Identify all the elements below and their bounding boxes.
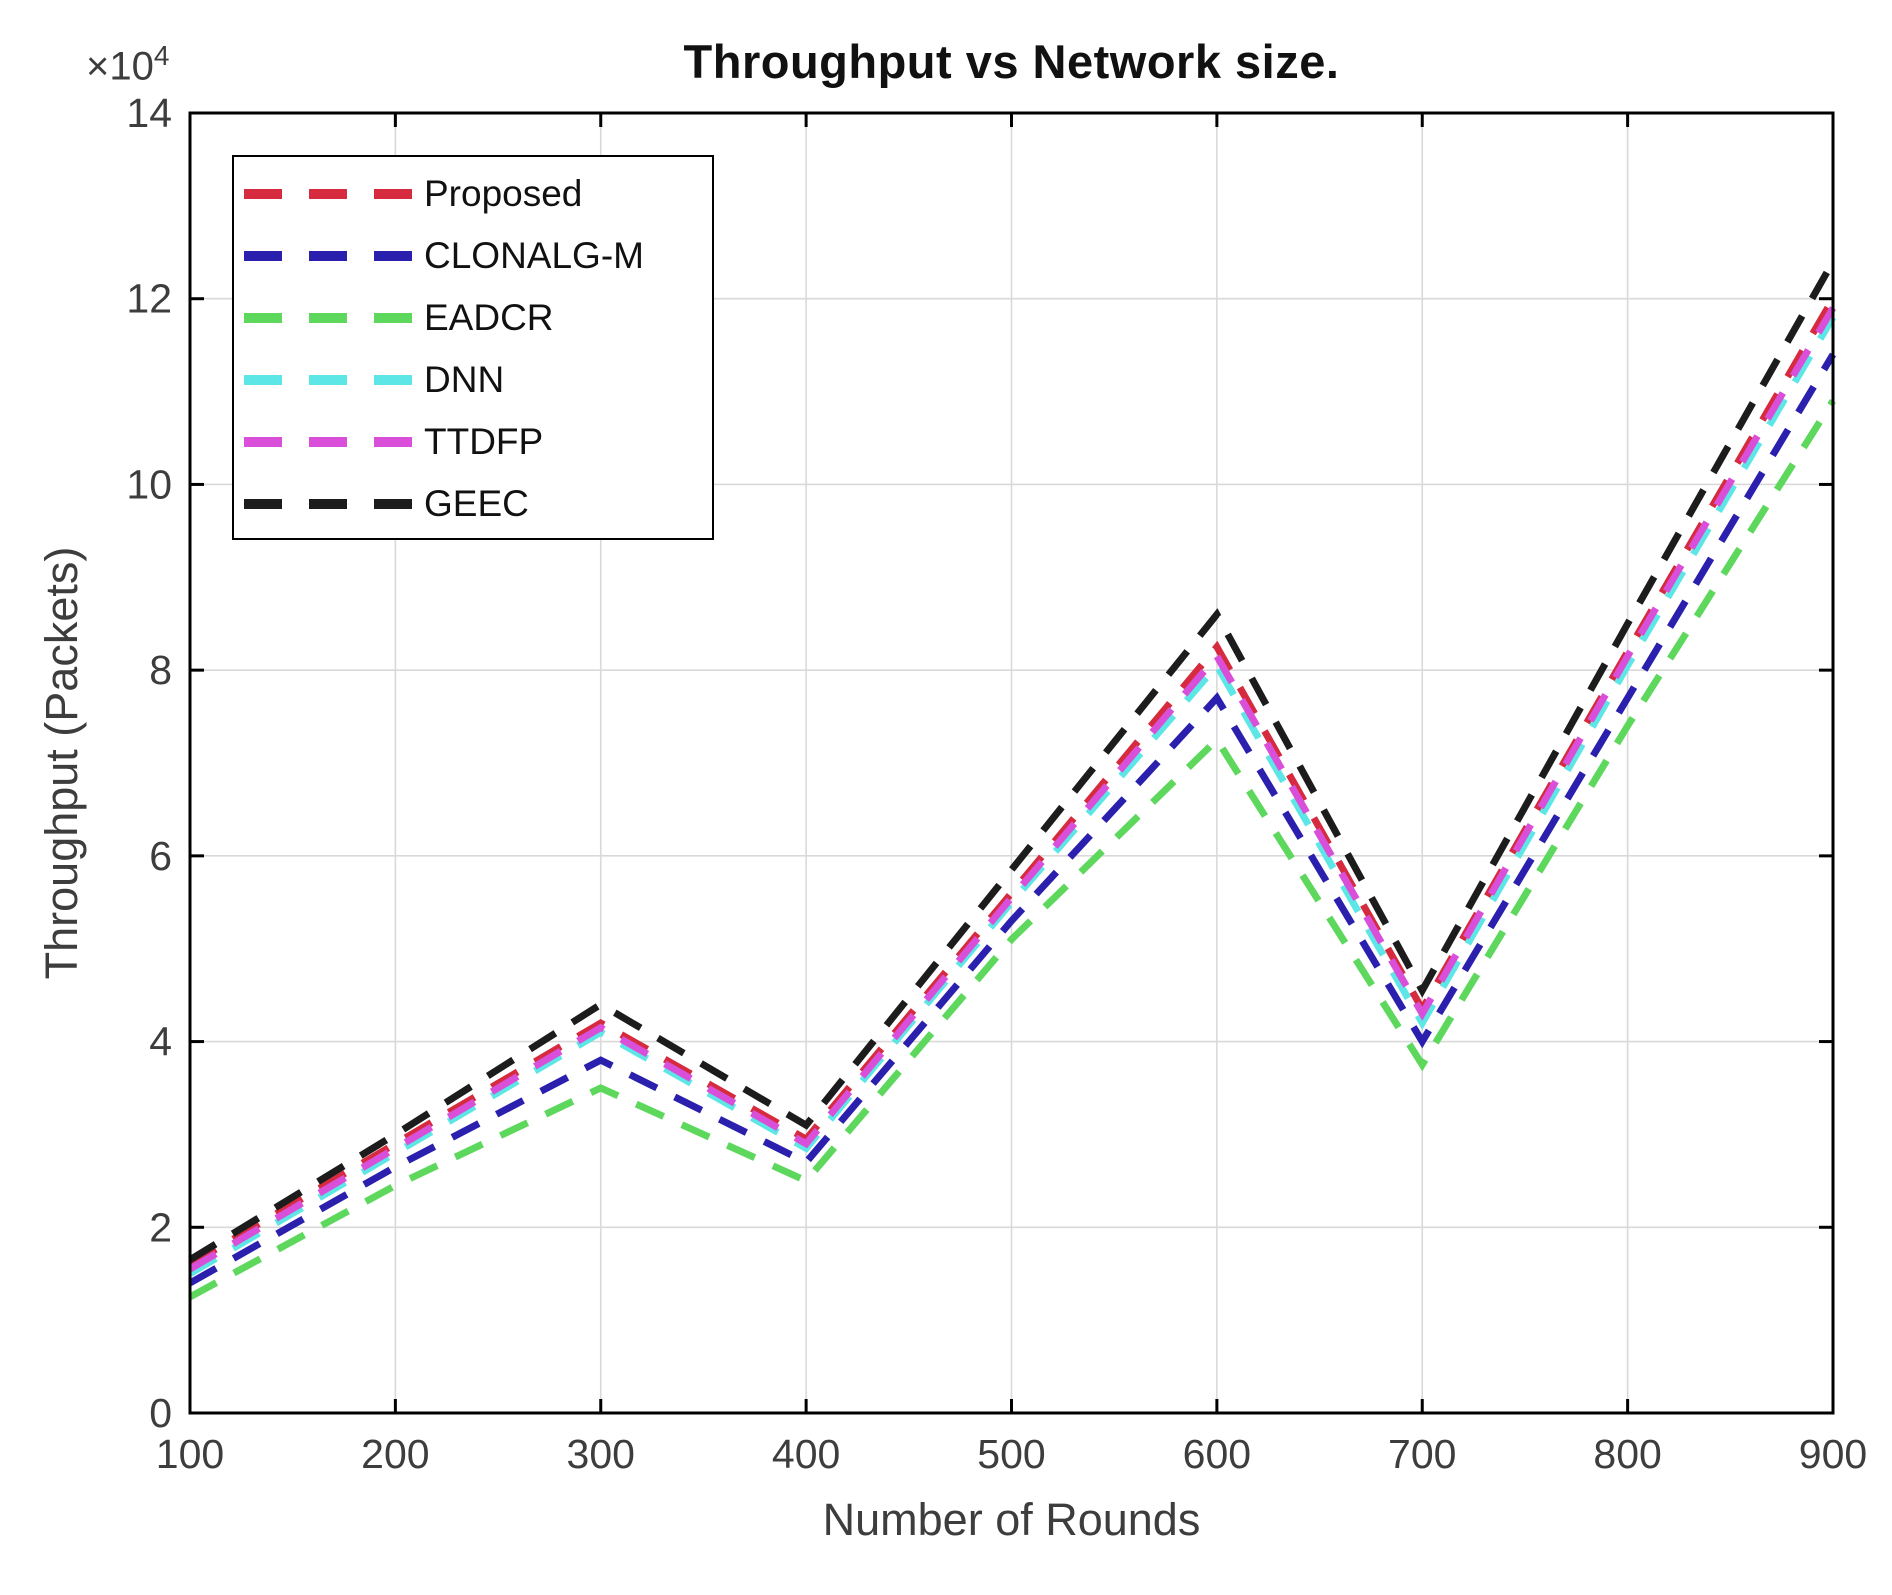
legend-line-sample-icon xyxy=(244,437,412,447)
x-tick-label: 300 xyxy=(567,1431,635,1477)
y-tick-label: 2 xyxy=(149,1204,172,1250)
legend-line-sample-icon xyxy=(244,375,412,385)
y-axis-multiplier-exponent: 4 xyxy=(153,40,170,71)
legend-box: Proposed CLONALG-M EADCR DNN TTDFP GEEC xyxy=(232,155,714,540)
series-line-eadcr xyxy=(188,398,1836,1301)
x-tick-label: 700 xyxy=(1388,1431,1456,1477)
y-tick-label: 6 xyxy=(149,833,172,879)
legend-item-geec: GEEC xyxy=(244,473,712,535)
legend-item-dnn: DNN xyxy=(244,349,712,411)
legend-label: CLONALG-M xyxy=(424,235,644,276)
y-axis-label: Throughput (Packets) xyxy=(36,546,87,980)
y-tick-label: 12 xyxy=(126,276,172,322)
y-axis-multiplier-base: ×10 xyxy=(86,44,154,89)
legend-item-eadcr: EADCR xyxy=(244,287,712,349)
y-tick-label: 14 xyxy=(126,90,172,136)
series-line-proposed xyxy=(188,296,1837,1268)
x-axis-label: Number of Rounds xyxy=(822,1494,1201,1545)
series-line-ttdfp xyxy=(188,306,1837,1273)
legend-line-sample-icon xyxy=(244,189,412,199)
x-tick-label: 800 xyxy=(1593,1431,1661,1477)
y-tick-label: 10 xyxy=(126,461,172,507)
x-tick-label: 500 xyxy=(977,1431,1045,1477)
x-tick-label: 900 xyxy=(1799,1431,1867,1477)
y-tick-label: 0 xyxy=(149,1390,172,1436)
legend-item-clonalg-m: CLONALG-M xyxy=(244,225,712,287)
series-line-clonalg-m xyxy=(188,352,1837,1287)
legend-item-ttdfp: TTDFP xyxy=(244,411,712,473)
legend-label: Proposed xyxy=(424,173,583,214)
series-line-geec xyxy=(188,259,1837,1263)
legend-label: EADCR xyxy=(424,297,554,338)
series-line-dnn xyxy=(188,315,1837,1277)
legend-label: TTDFP xyxy=(424,421,544,462)
x-tick-label: 200 xyxy=(361,1431,429,1477)
legend-line-sample-icon xyxy=(244,499,412,509)
x-tick-label: 100 xyxy=(156,1431,224,1477)
y-tick-label: 8 xyxy=(149,647,172,693)
legend-line-sample-icon xyxy=(244,251,412,261)
y-axis-multiplier: ×104 xyxy=(86,40,169,89)
x-tick-label: 400 xyxy=(772,1431,840,1477)
legend-label: DNN xyxy=(424,359,505,400)
x-tick-label: 600 xyxy=(1183,1431,1251,1477)
y-tick-label: 4 xyxy=(149,1019,172,1065)
legend-label: GEEC xyxy=(424,483,529,524)
legend-item-proposed: Proposed xyxy=(244,163,712,225)
legend-line-sample-icon xyxy=(244,313,412,323)
chart-title: Throughput vs Network size. xyxy=(683,35,1340,88)
